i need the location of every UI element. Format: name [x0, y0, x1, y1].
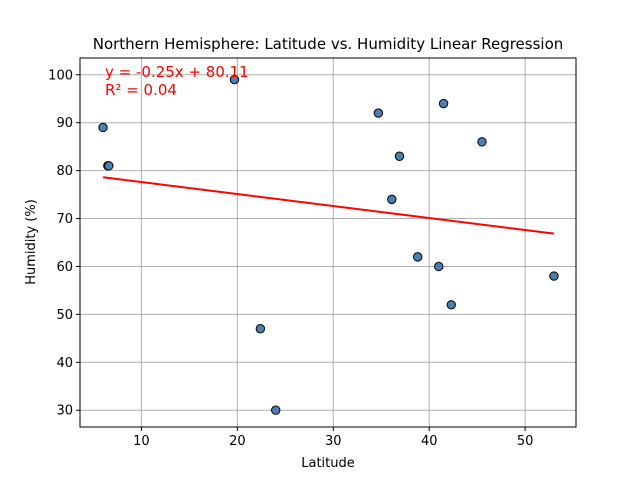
y-tick-label: 60 — [56, 260, 73, 275]
y-tick-label: 50 — [56, 308, 73, 323]
regression-line — [102, 176, 555, 235]
data-point — [549, 271, 559, 281]
data-point — [446, 300, 456, 310]
data-point — [413, 252, 423, 262]
y-axis-ticks: 30 40 50 60 70 80 90 100 — [48, 68, 80, 419]
x-axis-ticks: 10 20 30 40 50 — [133, 427, 533, 449]
regression-equation: y = -0.25x + 80.11 — [105, 63, 249, 81]
data-point — [229, 74, 240, 85]
y-axis-title: Humidity (%) — [24, 199, 39, 285]
y-tick-label: 90 — [56, 116, 73, 131]
data-point — [477, 137, 487, 147]
r-squared-label: R² = 0.04 — [105, 81, 177, 99]
x-tick-label: 40 — [421, 434, 438, 449]
data-point — [438, 98, 449, 109]
y-tick-label: 30 — [56, 404, 73, 419]
y-tick-label: 100 — [48, 68, 73, 83]
grid-lines — [80, 58, 576, 427]
x-tick-label: 10 — [133, 434, 150, 449]
y-tick-label: 40 — [56, 356, 73, 371]
x-tick-label: 20 — [229, 434, 246, 449]
regression-line-group — [102, 176, 555, 235]
chart-title: Northern Hemisphere: Latitude vs. Humidi… — [93, 35, 564, 53]
y-tick-label: 80 — [56, 164, 73, 179]
data-point — [394, 151, 405, 161]
data-point — [387, 194, 397, 205]
plot-frame — [79, 57, 577, 428]
data-point — [104, 161, 114, 171]
x-tick-label: 30 — [325, 434, 342, 449]
data-points — [98, 74, 559, 415]
data-point — [434, 261, 444, 272]
data-point — [373, 108, 384, 118]
data-point — [271, 405, 281, 415]
y-tick-label: 70 — [56, 212, 73, 227]
data-point — [255, 324, 266, 334]
data-point — [98, 122, 108, 133]
x-tick-label: 50 — [517, 434, 534, 449]
x-axis-title: Latitude — [301, 456, 355, 471]
